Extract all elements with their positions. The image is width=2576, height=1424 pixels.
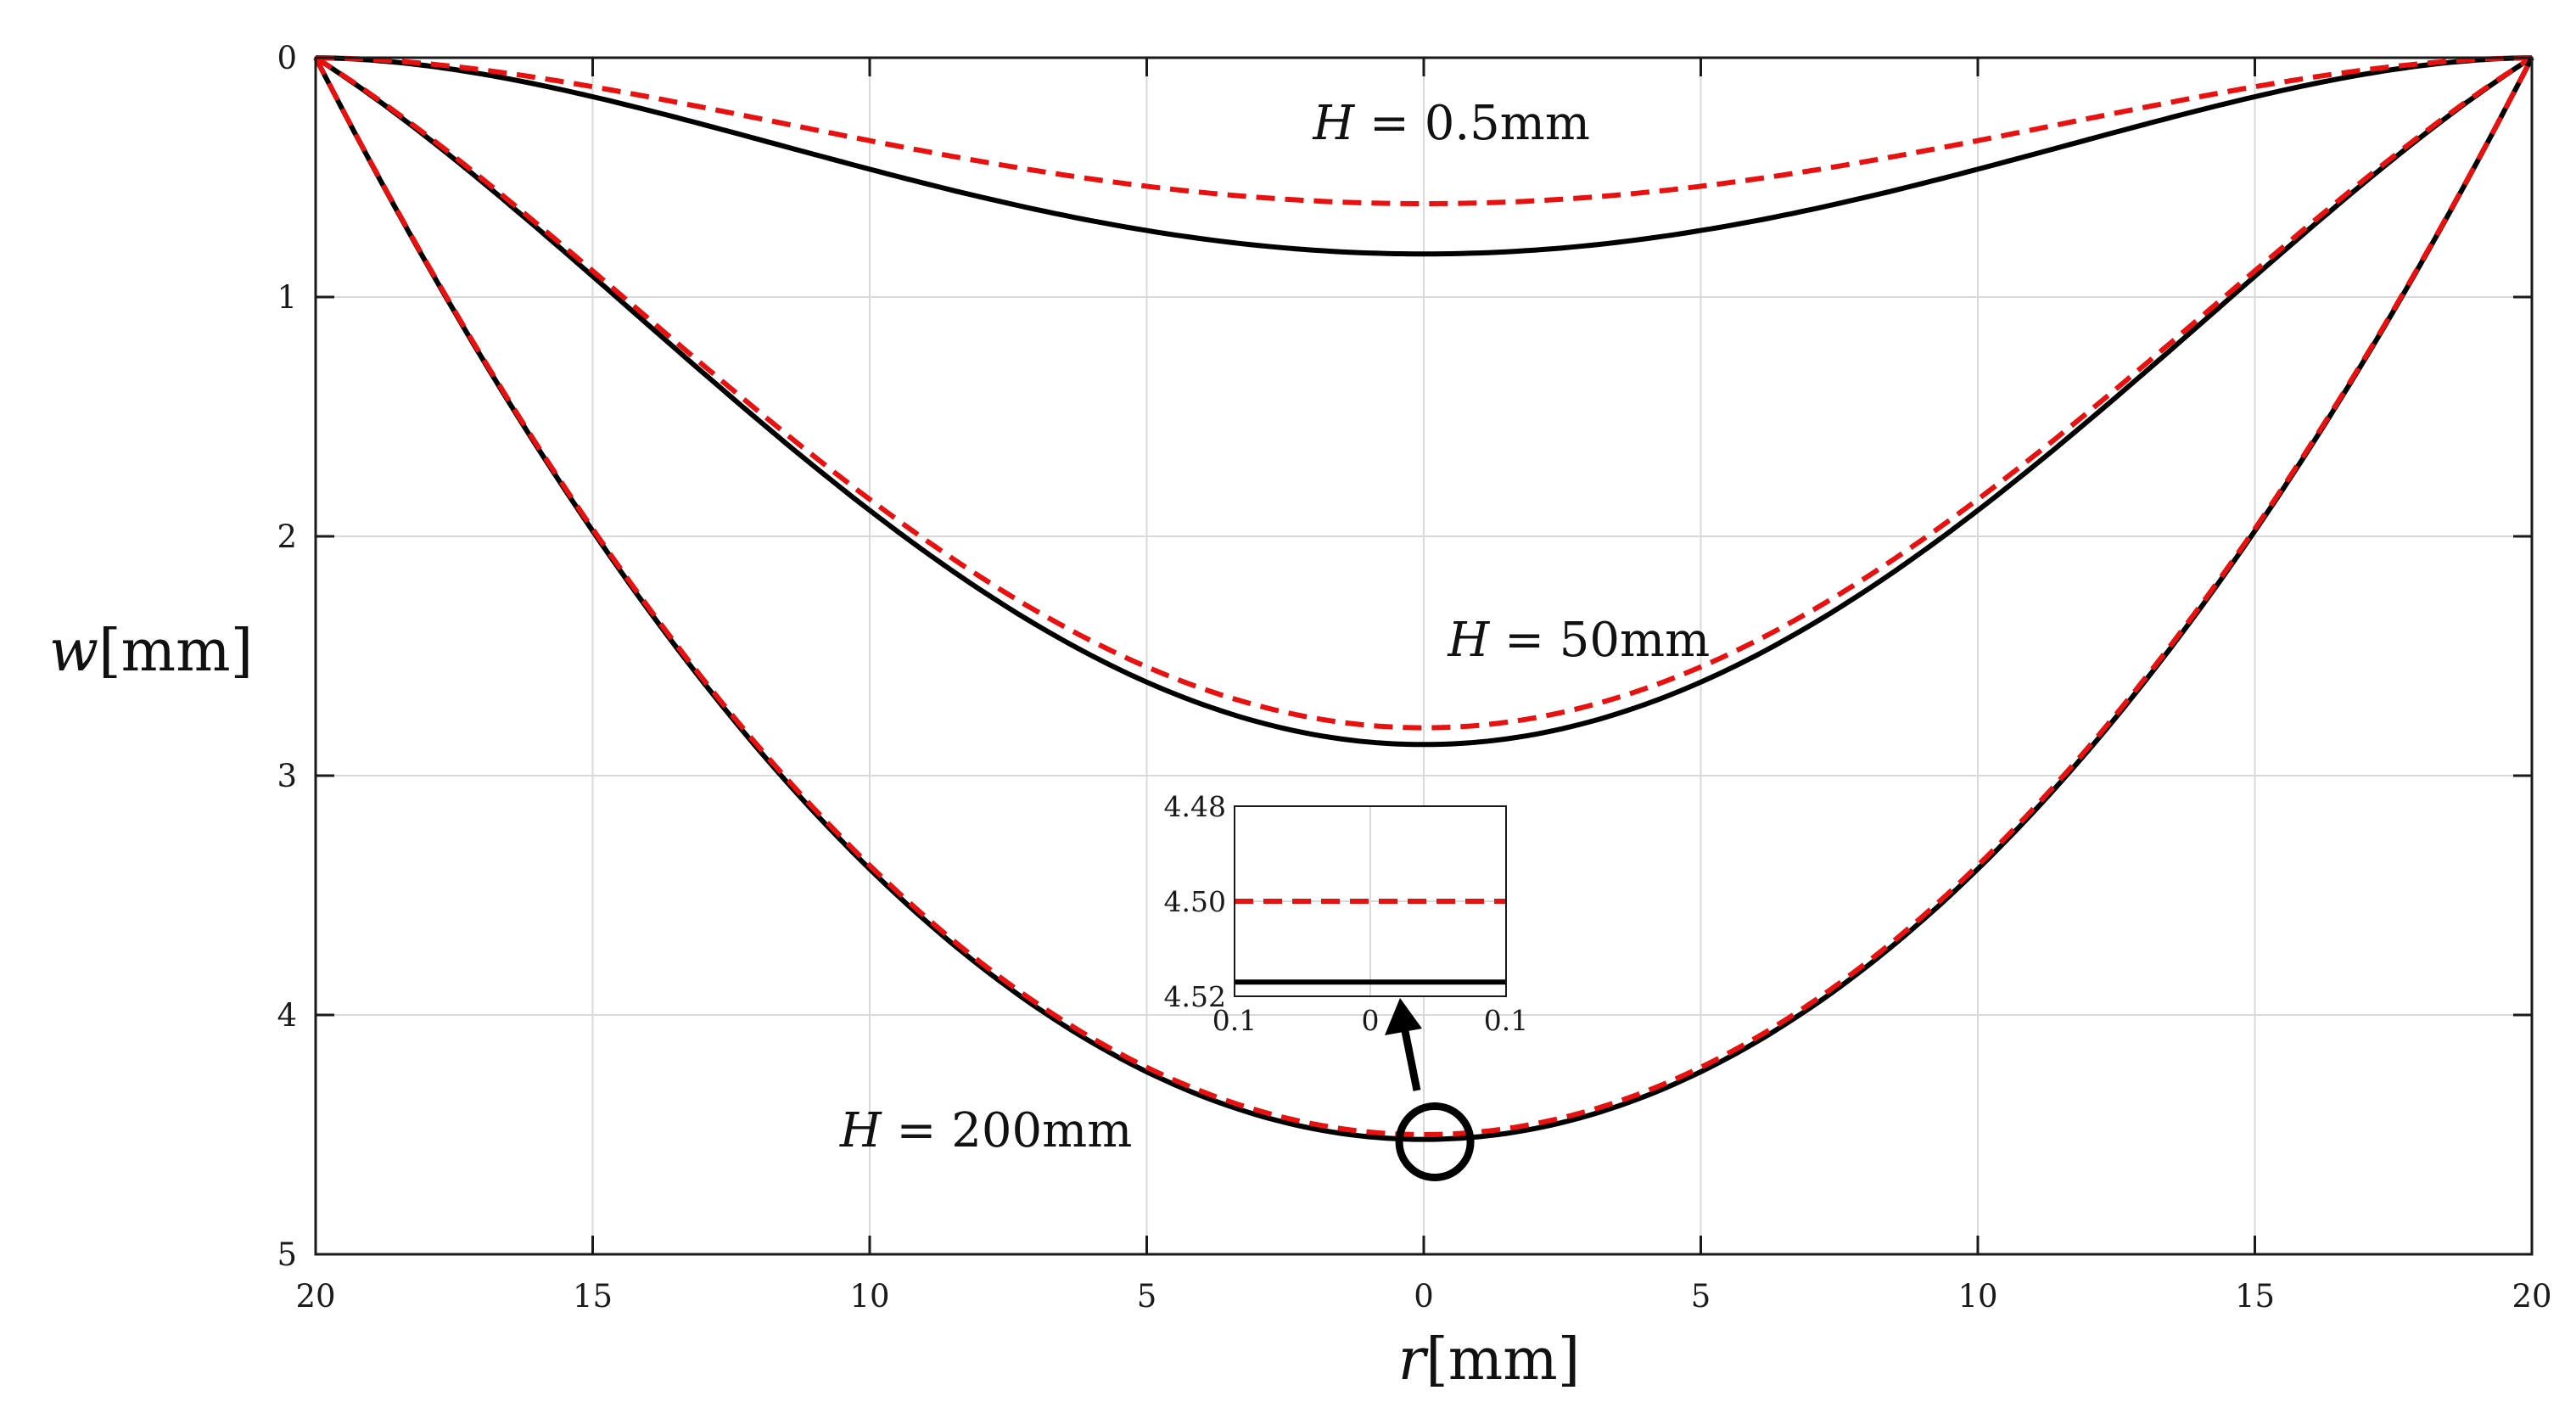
x-tick-label: 15 <box>573 1278 613 1315</box>
x-tick-label: 5 <box>1691 1278 1711 1315</box>
y-tick-label: 1 <box>277 279 297 316</box>
y-tick-label: 0 <box>277 40 297 76</box>
curve-annotation-label: H = 0.5mm <box>1312 96 1590 151</box>
y-tick-label: 4 <box>277 997 297 1034</box>
inset-y-tick-label: 4.48 <box>1164 790 1226 823</box>
inset-x-tick-label: 0.1 <box>1212 1004 1257 1037</box>
curve-annotation-label: H = 200mm <box>839 1103 1132 1158</box>
series-line <box>314 55 2534 731</box>
series-line <box>314 55 2534 748</box>
zoom-inset: 0.1 0 0.1 4.48 4.50 4.52 <box>1164 790 1529 1037</box>
x-axis-label: r[mm] <box>1398 1326 1581 1393</box>
x-tick-label: 20 <box>2512 1278 2551 1315</box>
zoom-arrow-shaft <box>1401 1030 1421 1091</box>
x-tick-label: 10 <box>849 1278 889 1315</box>
curve-annotations: H = 0.5mm H = 50mm H = 200mm <box>839 96 1710 1158</box>
tick-marks <box>314 56 2534 1256</box>
x-tick-label: 15 <box>2235 1278 2275 1315</box>
inset-x-tick-label: 0.1 <box>1484 1004 1528 1037</box>
inset-y-tick-label: 4.50 <box>1164 885 1226 918</box>
series-line <box>313 56 2534 1137</box>
zoom-arrow-head <box>1385 998 1422 1035</box>
x-tick-label: 10 <box>1957 1278 1997 1315</box>
inset-x-tick-label: 0 <box>1362 1004 1380 1037</box>
y-axis-label: w[mm] <box>49 618 253 685</box>
x-tick-label: 5 <box>1137 1278 1157 1315</box>
curve-annotation-label: H = 50mm <box>1447 613 1710 668</box>
y-tick-label: 3 <box>277 758 297 794</box>
x-tick-label: 0 <box>1414 1278 1434 1315</box>
y-tick-labels: 0 1 2 3 4 5 <box>277 40 297 1273</box>
x-tick-label: 20 <box>295 1278 335 1315</box>
series-curves <box>313 55 2534 1142</box>
inset-y-tick-label: 4.52 <box>1164 980 1226 1013</box>
y-tick-label: 2 <box>277 519 297 555</box>
zoom-highlight-circle <box>1395 1102 1475 1181</box>
x-tick-labels: 20 15 10 5 0 5 10 15 20 <box>295 1278 2551 1315</box>
series-line <box>315 55 2533 257</box>
y-tick-label: 5 <box>277 1236 297 1273</box>
